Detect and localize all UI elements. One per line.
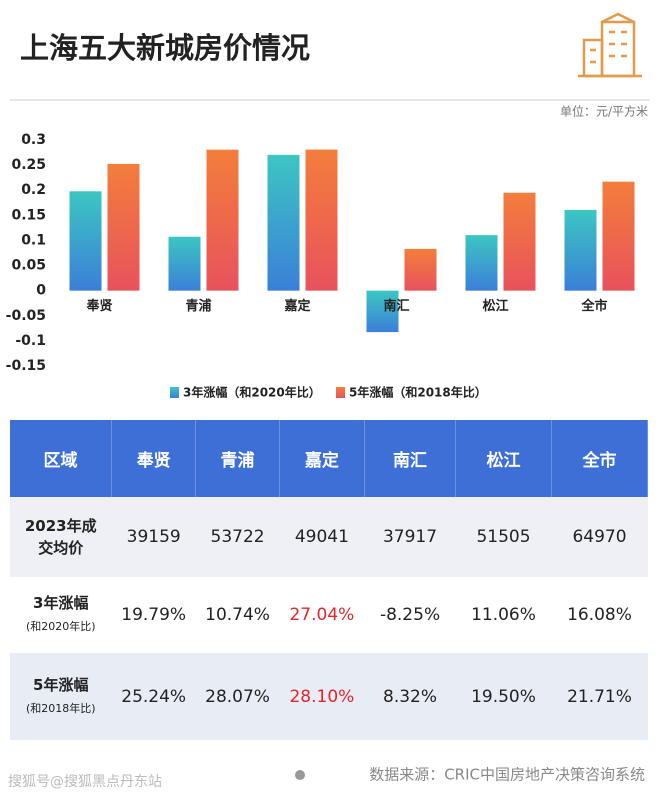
bar: [404, 248, 437, 291]
y-tick-label: 0.15: [11, 207, 46, 223]
y-tick-label: 0.2: [21, 182, 46, 198]
y-tick-label: -0.05: [6, 308, 46, 324]
row: 2023年成 交均价 39159 53722 49041 37917 51505 64970: [10, 497, 648, 577]
label-line: 2023年成: [24, 517, 97, 535]
legend-label: 5年涨幅（和2018年比）: [349, 385, 487, 400]
header-cell: 青浦: [195, 420, 280, 497]
bullet: [295, 770, 305, 780]
bar: [168, 236, 201, 291]
bar: [503, 192, 536, 291]
cell: 25.24%: [121, 686, 187, 707]
cell: 39159: [126, 527, 181, 547]
row-label: 5年涨幅 (和2018年比): [10, 653, 112, 740]
cell: 11.06%: [471, 605, 536, 625]
cell: 16.08%: [567, 605, 632, 625]
row: 5年涨幅 (和2018年比) 25.24% 28.07% 28.10% 8.32% 19.5…: [10, 653, 648, 740]
bar: [366, 290, 399, 333]
row-label: 3年涨幅 (和2020年比): [10, 577, 112, 653]
cell: 53722: [210, 527, 265, 547]
y-tick-label: 0.3: [21, 132, 46, 148]
label-line: (和2020年比): [25, 620, 96, 633]
header-cell: 松江: [455, 420, 552, 497]
bar: [69, 191, 102, 291]
y-tick-label: 0.1: [21, 232, 46, 248]
bar: [465, 235, 498, 291]
header-cell: 嘉定: [279, 420, 366, 497]
row-label: 2023年成 交均价: [10, 497, 112, 577]
table: 区域 奉贤 青浦 嘉定 南汇 松江 全市 2023年成 交均价 39159 53722 49041 37…: [10, 420, 649, 740]
bar: [206, 149, 239, 291]
source: 数据来源：CRIC中国房地产决策咨询系统: [369, 766, 645, 784]
label-line: 5年涨幅: [33, 675, 89, 694]
icon: [578, 12, 642, 78]
unit: 单位：元/平方米: [560, 104, 648, 119]
footer: 数据来源：CRIC中国房地产决策咨询系统 搜狐号@搜狐黑点丹东站: [8, 766, 645, 791]
label-line: 3年涨幅: [33, 594, 89, 612]
y-tick-label: 0.05: [11, 258, 46, 274]
x-tick-label: 青浦: [185, 298, 211, 314]
x-tick-label: 南汇: [383, 298, 409, 314]
x-tick-label: 奉贤: [85, 298, 112, 314]
header-cell: 南汇: [364, 420, 457, 497]
header-cell: 奉贤: [111, 420, 197, 497]
cell: 21.71%: [567, 686, 632, 707]
y-tick-label: -0.15: [6, 358, 46, 374]
cell: 27.04%: [289, 605, 355, 625]
cell: 37917: [382, 527, 438, 547]
cell: 64970: [572, 527, 627, 547]
watermark: 搜狐号@搜狐黑点丹东站: [8, 774, 162, 790]
legend-swatch: [170, 387, 179, 398]
header-cell: 全市: [551, 420, 649, 497]
title: 上海五大新城房价情况: [20, 31, 310, 65]
cell: 28.10%: [289, 686, 355, 707]
legend-swatch: [336, 387, 345, 398]
x-tick-label: 松江: [482, 298, 508, 314]
cell: 49041: [294, 527, 349, 547]
bar: [267, 154, 300, 291]
bar: [564, 209, 597, 291]
bar: [602, 181, 635, 291]
cell: 8.32%: [383, 686, 438, 707]
cell: -8.25%: [379, 605, 441, 625]
header-cell: 区域: [10, 420, 113, 497]
legend-label: 3年涨幅（和2020年比）: [183, 385, 321, 400]
label-line: 交均价: [38, 539, 84, 557]
cell: 28.07%: [205, 686, 270, 707]
label-line: (和2018年比): [25, 701, 96, 715]
bar: [107, 163, 140, 291]
row: 3年涨幅 (和2020年比) 19.79% 10.74% 27.04% -8.25% 11.…: [10, 577, 648, 653]
header-row: 区域 奉贤 青浦 嘉定 南汇 松江 全市: [10, 420, 649, 497]
x-tick-label: 全市: [580, 298, 607, 314]
bar: [305, 149, 338, 291]
cell: 10.74%: [205, 605, 270, 625]
x-tick-label: 嘉定: [283, 298, 310, 314]
cell: 19.79%: [121, 605, 187, 625]
cell: 19.50%: [471, 686, 536, 707]
y-tick-label: -0.1: [15, 333, 46, 349]
y-tick-label: 0: [36, 283, 46, 299]
y-tick-label: 0.25: [11, 157, 46, 173]
chart: 上海五大新城房价情况 单位：元/平方米 0.3 0.25 0.2 0.15 0.1 0.0…: [6, 12, 650, 400]
cell: 51505: [476, 527, 531, 547]
